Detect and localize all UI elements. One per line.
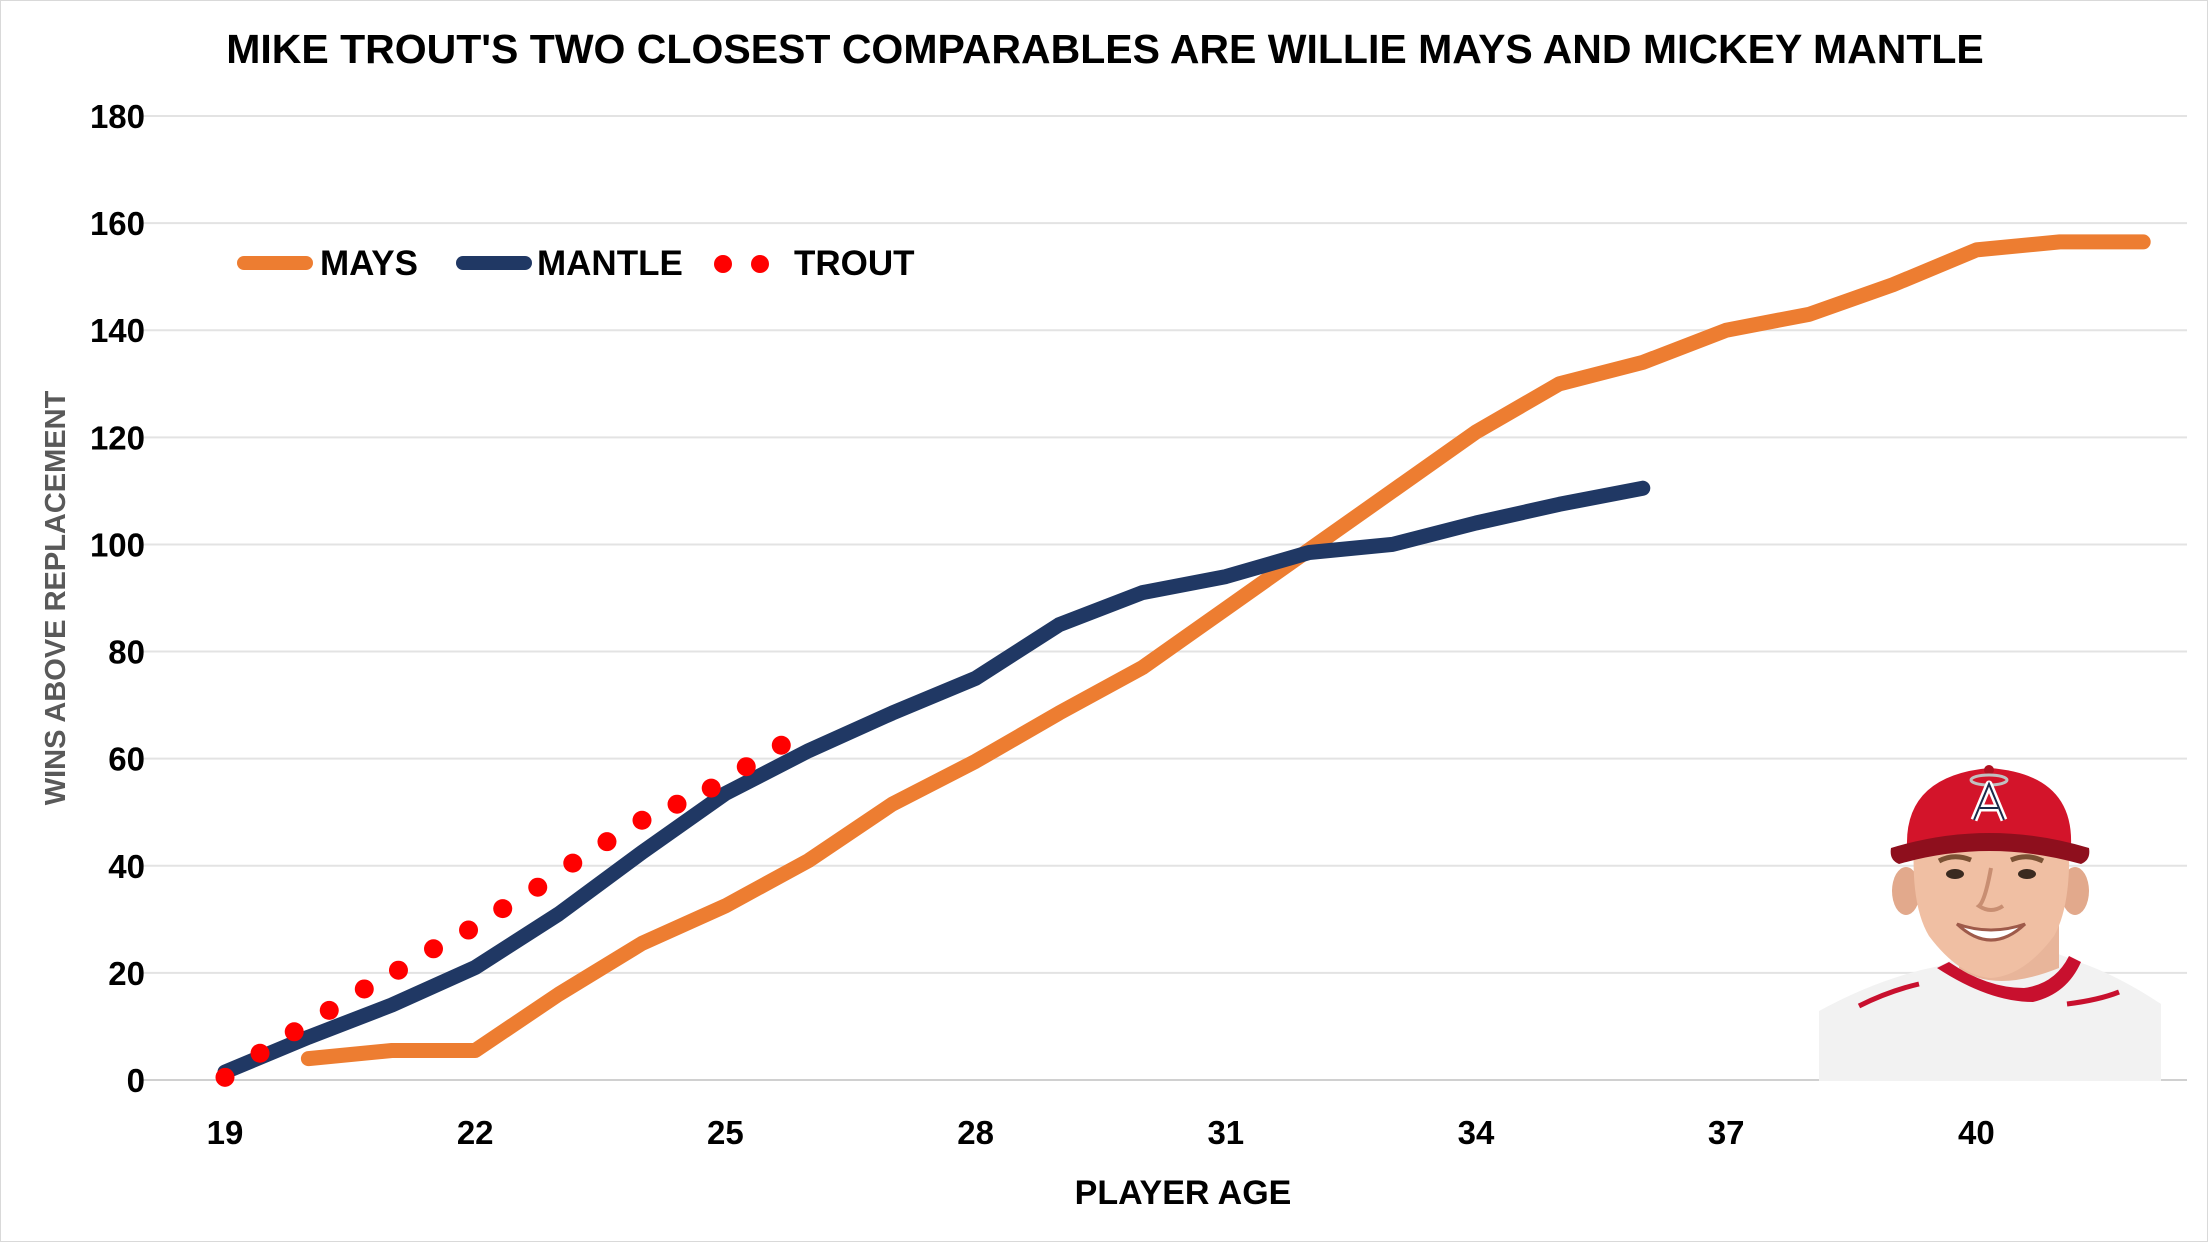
x-tick-label: 28 [957, 1114, 994, 1151]
y-axis-ticks: 0 20 40 60 80 100 120 140 160 180 [90, 98, 145, 1099]
series-layer [215, 234, 2151, 1087]
chart-title: MIKE TROUT'S TWO CLOSEST COMPARABLES ARE… [226, 26, 1984, 72]
data-point-trout [250, 1043, 270, 1063]
jersey-shape [1819, 952, 2161, 1081]
jersey-collar-trim [1937, 956, 2081, 1002]
data-point-trout [215, 1067, 235, 1087]
series-line-mantle [217, 480, 1651, 1080]
data-point-trout [771, 735, 791, 755]
legend-label-mantle: MANTLE [537, 244, 683, 283]
x-tick-label: 40 [1958, 1114, 1995, 1151]
y-axis-title: WINS ABOVE REPLACEMENT [40, 390, 72, 805]
data-point-trout [493, 899, 513, 919]
data-point-trout [424, 939, 443, 959]
data-point-trout [701, 778, 721, 798]
x-tick-label: 34 [1458, 1114, 1495, 1151]
x-tick-label: 22 [457, 1114, 494, 1151]
data-point-trout [736, 757, 756, 777]
data-point-trout [388, 960, 408, 980]
y-tick-label: 80 [108, 634, 145, 671]
y-tick-label: 160 [90, 205, 145, 242]
gridlines [143, 115, 2187, 1081]
y-tick-label: 20 [108, 955, 145, 992]
legend-swatch-trout-dot [714, 255, 732, 273]
x-tick-label: 37 [1708, 1114, 1745, 1151]
legend: MAYS MANTLE TROUT [237, 244, 915, 283]
cap-brim [1890, 833, 2090, 864]
data-point-trout [459, 920, 479, 940]
data-point-trout [319, 1000, 339, 1020]
data-point-trout [632, 810, 652, 830]
x-axis-ticks: 19 22 25 28 31 34 37 40 [207, 1114, 1995, 1151]
y-tick-label: 60 [108, 741, 145, 778]
x-axis-title: PLAYER AGE [1075, 1174, 1292, 1212]
y-tick-label: 40 [108, 848, 145, 885]
data-point-trout [563, 853, 583, 873]
legend-label-trout: TROUT [794, 244, 915, 283]
x-tick-label: 25 [707, 1114, 744, 1151]
y-tick-label: 0 [127, 1062, 145, 1099]
y-tick-label: 140 [90, 312, 145, 349]
data-point-trout [354, 979, 374, 999]
data-point-trout [284, 1022, 304, 1042]
data-point-trout [528, 877, 548, 897]
player-headshot-image [1819, 765, 2161, 1081]
y-tick-label: 120 [90, 419, 145, 456]
series-line-mays [300, 234, 2151, 1067]
data-point-trout [597, 832, 617, 852]
x-tick-label: 19 [207, 1114, 244, 1151]
y-tick-label: 180 [90, 98, 145, 135]
legend-label-mays: MAYS [320, 244, 418, 283]
y-tick-label: 100 [90, 526, 145, 563]
data-point-trout [667, 794, 687, 814]
x-tick-label: 31 [1207, 1114, 1244, 1151]
legend-swatch-trout-dot [751, 255, 769, 273]
